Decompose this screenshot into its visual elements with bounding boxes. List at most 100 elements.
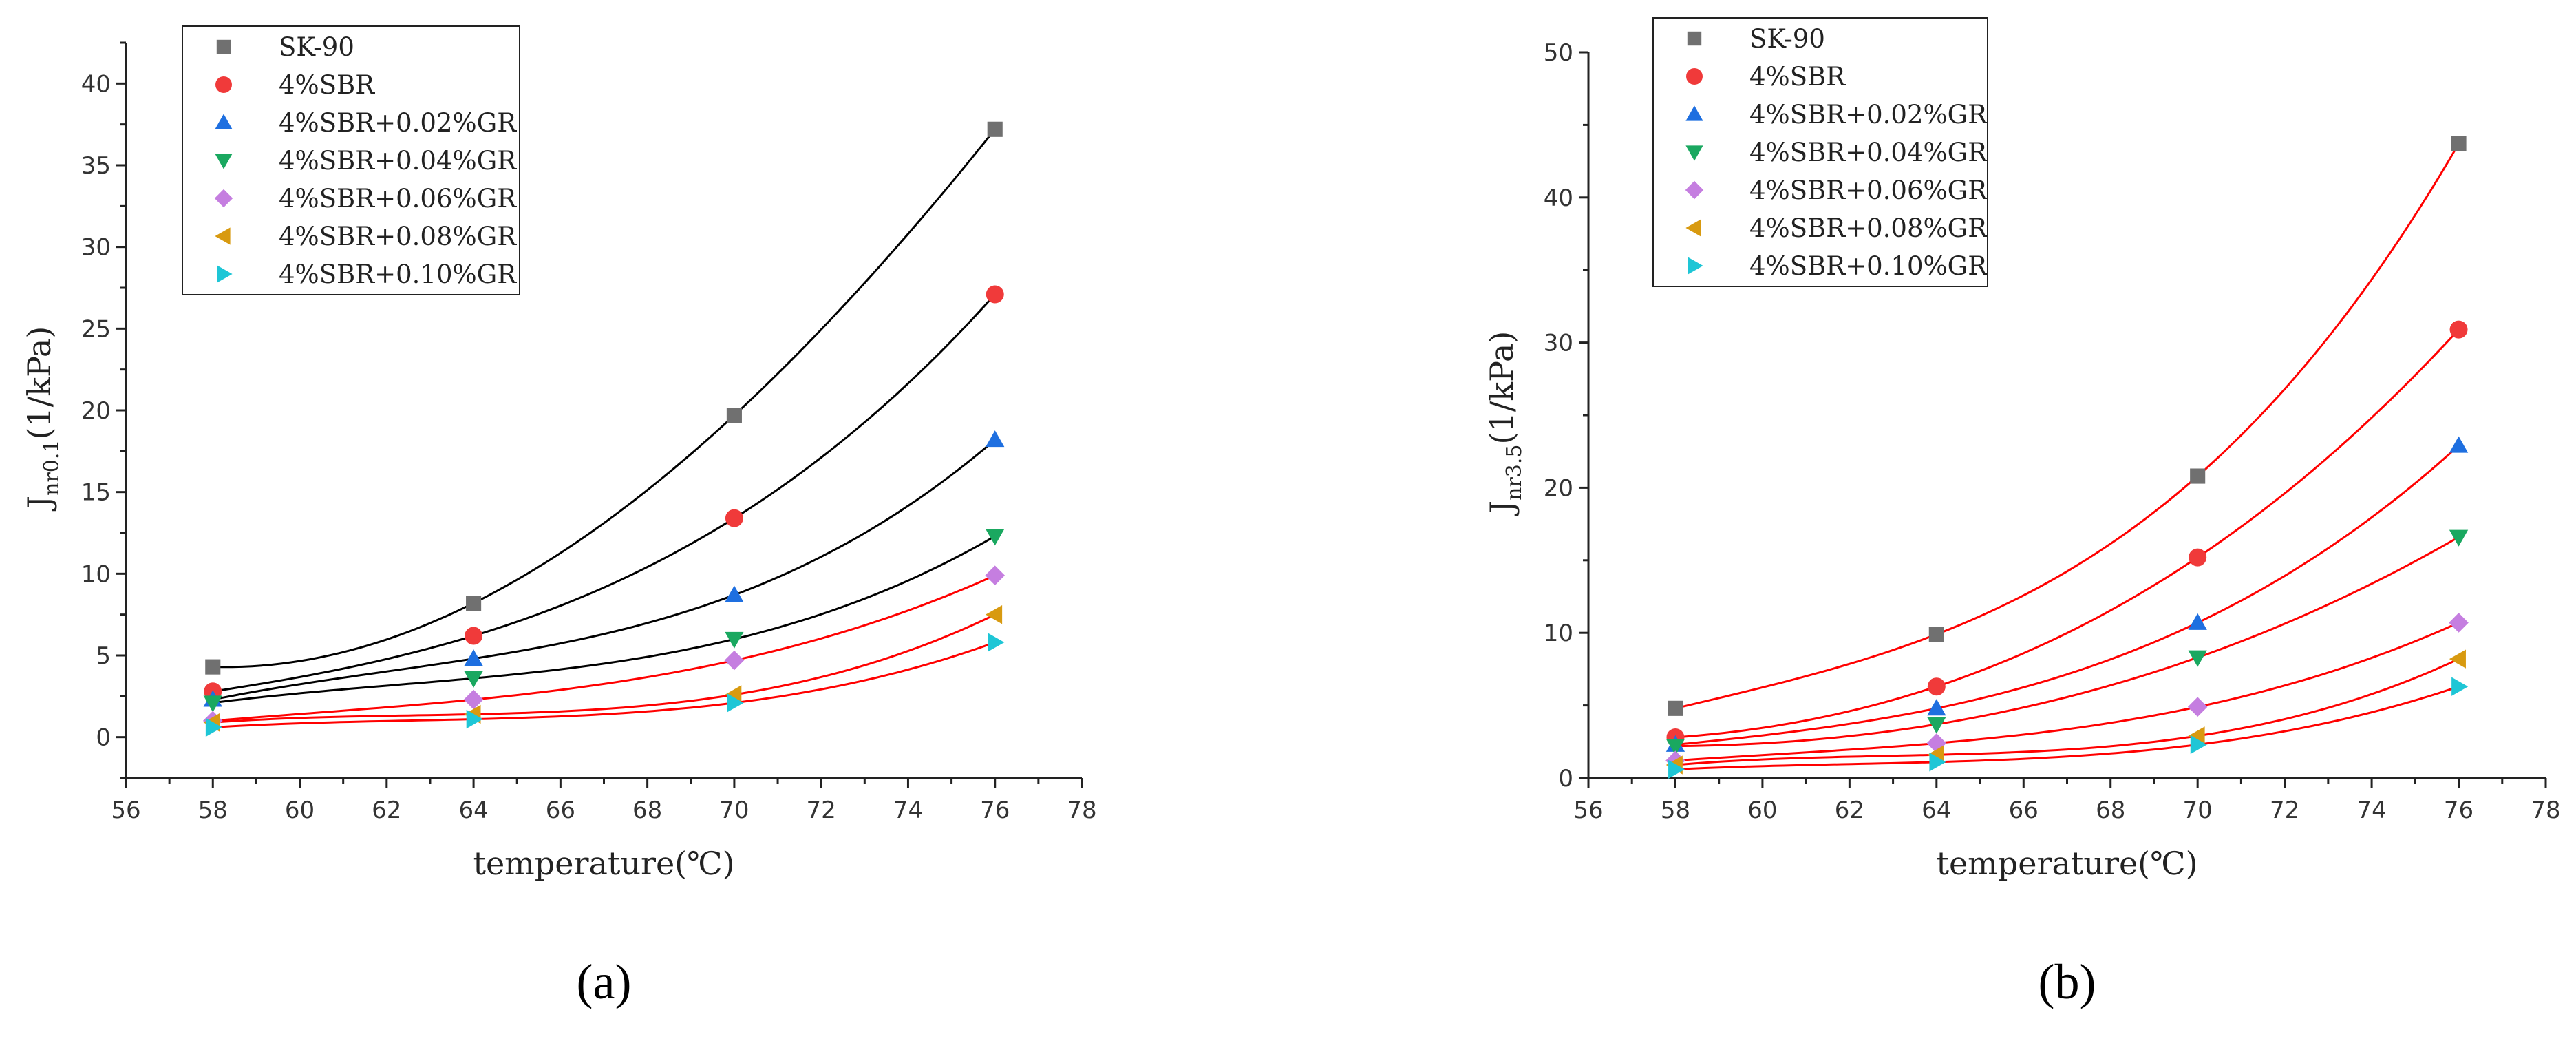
point-4pctsbr [2189,548,2207,567]
x-tick-label: 56 [111,797,140,824]
x-tick-label: 62 [1835,797,1864,824]
y-tick-label: 40 [81,70,111,98]
fit-curve-4pctsbr-0-10pctgr [213,641,996,728]
point-4pctsbr-0-10pctgr [2190,735,2207,755]
point-4pctsbr-0-02pctgr [2449,436,2469,453]
point-sk-90 [1928,627,1944,642]
legend-label-4pctsbr-0-02pctgr: 4%SBR+0.02%GR [279,108,517,138]
legend-label-sk-90: SK-90 [1749,24,1825,54]
x-tick-label: 70 [2183,797,2213,824]
point-4pctsbr-0-02pctgr [2188,613,2207,630]
legend-label-4pctsbr: 4%SBR [279,70,375,100]
legend-label-4pctsbr-0-08pctgr: 4%SBR+0.08%GR [279,222,517,251]
point-4pctsbr-0-04pctgr [2188,650,2207,667]
point-4pctsbr-0-04pctgr [203,695,222,713]
legend-marker-4pctsbr-0-06pctgr [214,189,233,208]
legend-marker-4pctsbr-0-06pctgr [1685,180,1704,200]
y-tick-label: 5 [96,642,111,670]
x-tick-label: 60 [1747,797,1777,824]
point-4pctsbr-0-02pctgr [986,430,1005,448]
x-tick-label: 56 [1573,797,1603,824]
legend-marker-4pctsbr-0-08pctgr [215,227,231,245]
y-tick-label: 0 [96,724,111,752]
x-tick-label: 70 [719,797,749,824]
point-sk-90 [466,596,482,611]
fit-curve-4pctsbr-0-10pctgr [1675,685,2459,770]
point-4pctsbr-0-02pctgr [725,585,744,602]
point-4pctsbr [725,509,743,527]
point-4pctsbr-0-04pctgr [2449,529,2469,547]
point-4pctsbr-0-10pctgr [2451,677,2469,696]
point-4pctsbr-0-10pctgr [1929,753,1946,772]
x-tick-label: 76 [980,797,1010,824]
legend-marker-4pctsbr [1686,68,1703,85]
legend-label-4pctsbr-0-06pctgr: 4%SBR+0.06%GR [1749,176,1988,205]
x-axis-title: temperature(℃) [473,845,734,882]
y-tick-label: 20 [1544,474,1573,502]
point-4pctsbr-0-08pctgr [2449,649,2466,669]
legend-label-4pctsbr-0-04pctgr: 4%SBR+0.04%GR [1749,138,1988,167]
legend-marker-sk-90 [216,39,231,54]
x-tick-label: 66 [2009,797,2039,824]
point-4pctsbr [465,627,483,645]
point-4pctsbr-0-04pctgr [1665,739,1685,756]
fit-curve-sk-90 [1675,143,2460,710]
point-4pctsbr-0-06pctgr [2187,697,2208,717]
y-tick-label: 25 [81,315,111,343]
y-tick-label: 30 [1544,330,1573,357]
legend-label-4pctsbr-0-06pctgr: 4%SBR+0.06%GR [279,184,517,213]
point-4pctsbr-0-10pctgr [988,633,1005,652]
legend: SK-90 4%SBR 4%SBR+0.02%GR 4%SBR+0.04%GR 4%SB… [1652,17,1988,287]
legend: SK-90 4%SBR 4%SBR+0.02%GR 4%SBR+0.04%GR 4%SB… [182,25,520,295]
x-tick-label: 64 [458,797,488,824]
y-axis-title-subscript: nr3.5 [1502,445,1526,501]
y-axis-title-main: J [1483,501,1520,516]
fit-curve-4pctsbr [213,293,996,693]
point-4pctsbr-0-04pctgr [986,529,1005,546]
x-tick-label: 64 [1922,797,1951,824]
point-4pctsbr-0-08pctgr [986,605,1003,624]
x-tick-label: 68 [2096,797,2125,824]
fit-curve-4pctsbr-0-08pctgr [1675,658,2460,766]
legend-box [1652,17,1988,287]
x-tick-label: 58 [198,797,228,824]
legend-label-4pctsbr-0-08pctgr: 4%SBR+0.08%GR [1749,213,1988,243]
legend-label-4pctsbr-0-10pctgr: 4%SBR+0.10%GR [279,260,517,289]
y-axis-title-main: J [21,496,58,511]
x-tick-label: 68 [632,797,662,824]
legend-marker-sk-90 [1687,31,1702,46]
x-tick-label: 78 [1067,797,1096,824]
y-tick-label: 50 [1544,39,1573,67]
fit-curves [1675,143,2460,770]
legend-marker-4pctsbr-0-04pctgr [215,154,233,169]
point-4pctsbr-0-06pctgr [1926,733,1947,753]
fit-curve-4pctsbr-0-04pctgr [1675,536,2460,748]
point-4pctsbr-0-06pctgr [724,650,745,671]
point-sk-90 [2451,136,2467,151]
point-4pctsbr-0-04pctgr [725,631,744,649]
x-tick-label: 72 [807,797,836,824]
y-tick-label: 35 [81,152,111,180]
y-axis-title-unit: (1/kPa) [21,326,58,440]
y-tick-label: 15 [81,479,111,507]
fit-curve-4pctsbr-0-02pctgr [1675,445,2460,746]
y-axis-title-unit: (1/kPa) [1483,331,1520,445]
panel-label: (b) [2039,954,2096,1009]
legend-marker-4pctsbr-0-10pctgr [217,265,233,283]
legend-marker-4pctsbr-0-02pctgr [1685,105,1703,121]
point-4pctsbr-0-10pctgr [205,717,222,737]
legend-marker-4pctsbr-0-04pctgr [1685,145,1703,161]
point-sk-90 [1668,700,1683,716]
x-tick-label: 72 [2270,797,2299,824]
x-tick-label: 62 [372,797,401,824]
y-axis-title: Jnr3.5(1/kPa) [1483,331,1526,516]
point-4pctsbr-0-10pctgr [727,693,744,713]
point-4pctsbr-0-04pctgr [464,671,483,688]
point-4pctsbr-0-06pctgr [2449,613,2469,633]
fit-curve-4pctsbr-0-06pctgr [213,574,996,722]
legend-label-4pctsbr: 4%SBR [1749,62,1846,92]
y-tick-label: 30 [81,234,111,262]
x-tick-label: 74 [893,797,923,824]
legend-marker-4pctsbr-0-02pctgr [215,114,233,129]
